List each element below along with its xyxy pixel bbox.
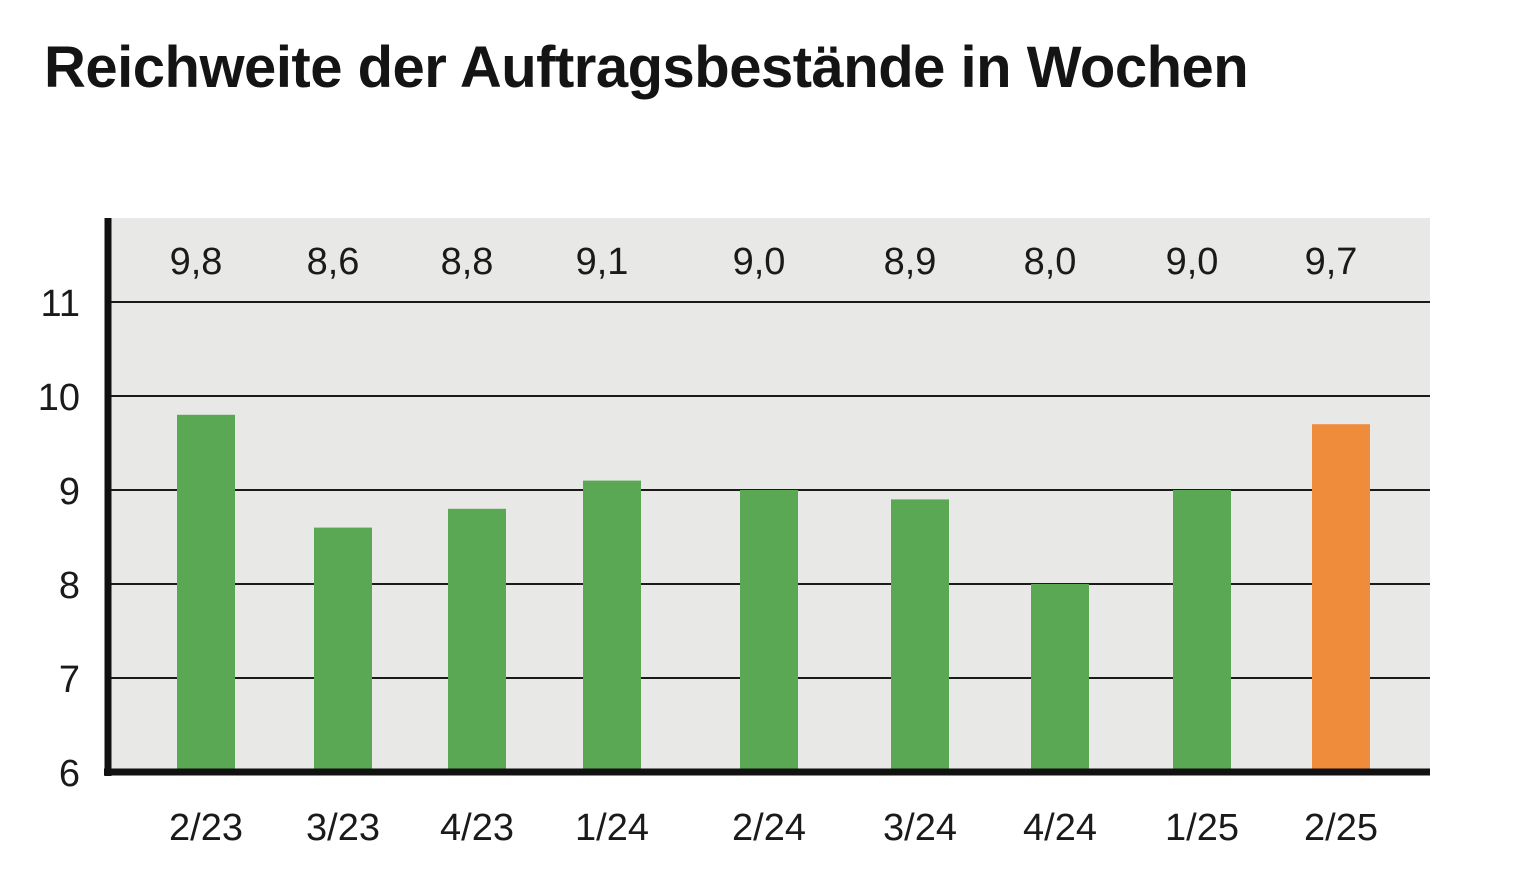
bar-3-23 <box>314 527 372 772</box>
bar-2-23 <box>177 414 235 772</box>
value-label: 9,0 <box>733 241 786 283</box>
bar-2-25 <box>1312 424 1370 772</box>
value-label: 8,9 <box>884 241 937 283</box>
value-label: 8,8 <box>441 241 494 283</box>
value-label: 9,8 <box>170 241 223 283</box>
value-label: 9,0 <box>1166 241 1219 283</box>
bar-3-24 <box>891 499 949 772</box>
bar-4-24 <box>1031 584 1089 772</box>
x-tick-label: 4/23 <box>440 807 514 849</box>
x-tick-label: 3/24 <box>883 807 957 849</box>
y-tick-label: 9 <box>59 471 80 513</box>
bar-1-25 <box>1173 490 1231 772</box>
bar-4-23 <box>448 508 506 772</box>
x-tick-label: 2/24 <box>732 807 806 849</box>
x-tick-label: 2/25 <box>1304 807 1378 849</box>
y-tick-label: 10 <box>38 377 80 419</box>
y-tick-label: 7 <box>59 659 80 701</box>
value-label: 8,0 <box>1024 241 1077 283</box>
chart-title: Reichweite der Auftragsbestände in Woche… <box>44 35 1249 100</box>
y-tick-label: 6 <box>59 753 80 795</box>
x-tick-label: 1/25 <box>1165 807 1239 849</box>
x-tick-label: 3/23 <box>306 807 380 849</box>
value-label: 9,1 <box>576 241 629 283</box>
y-tick-label: 11 <box>41 283 80 325</box>
x-tick-label: 2/23 <box>169 807 243 849</box>
y-tick-label: 8 <box>59 565 80 607</box>
value-label: 8,6 <box>307 241 360 283</box>
bar-2-24 <box>740 490 798 772</box>
x-tick-label: 4/24 <box>1023 807 1097 849</box>
bar-1-24 <box>583 480 641 772</box>
x-tick-label: 1/24 <box>575 807 649 849</box>
value-label: 9,7 <box>1305 241 1358 283</box>
